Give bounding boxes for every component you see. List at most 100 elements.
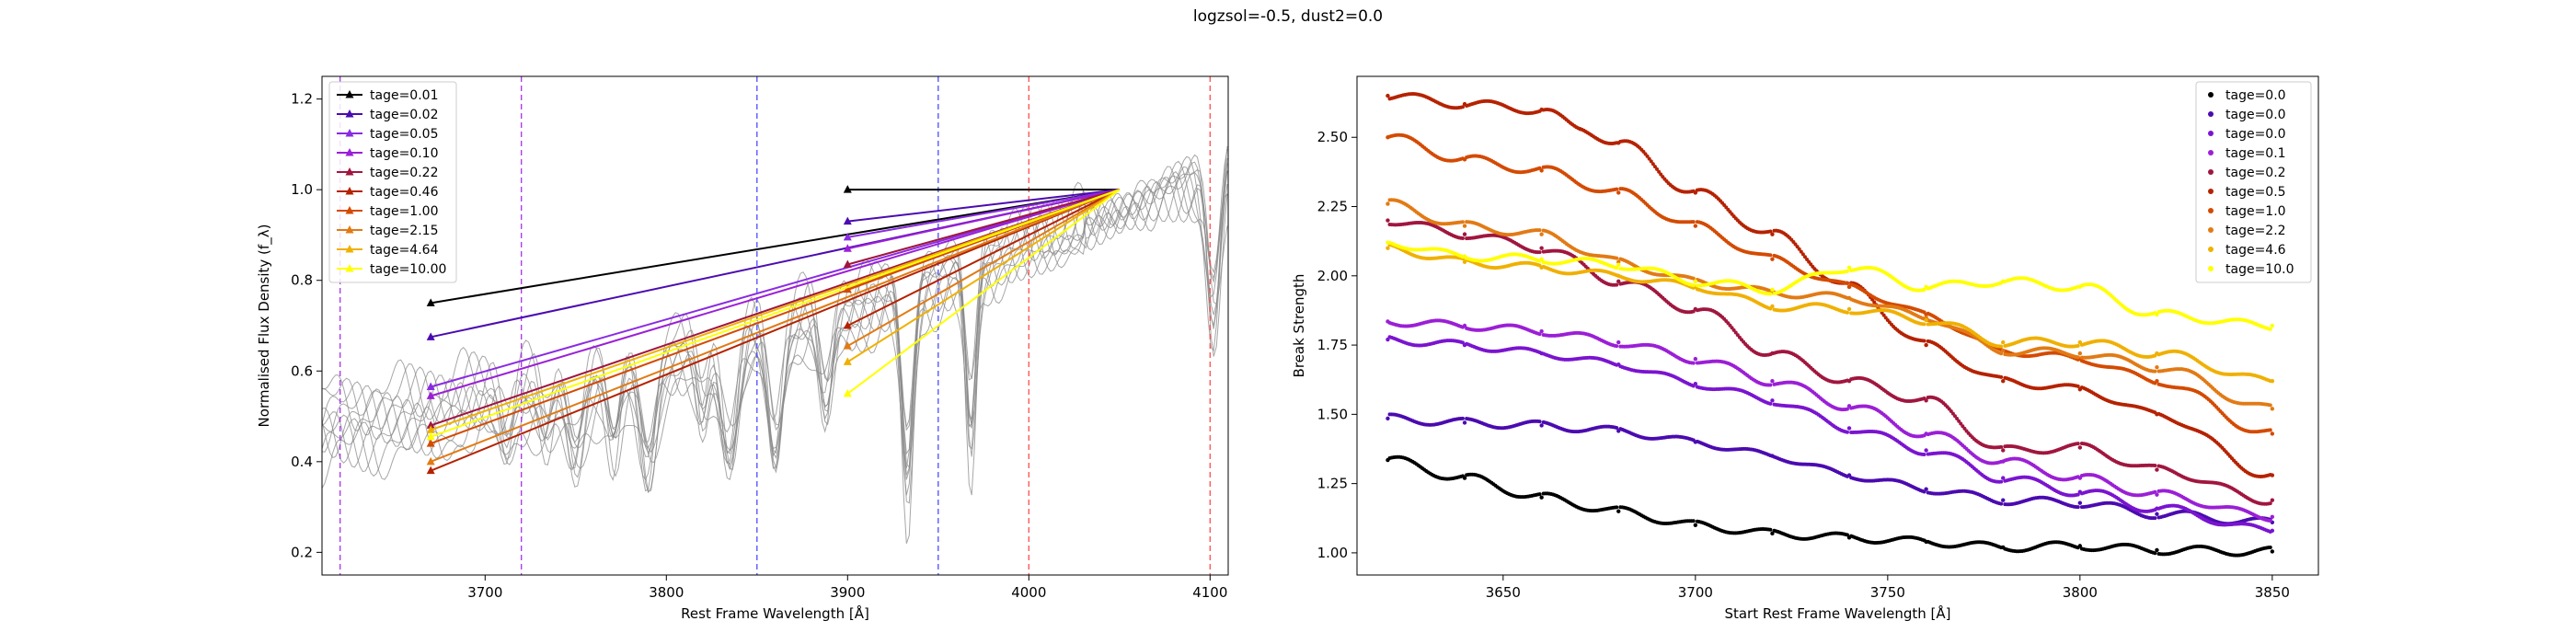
interp-point [1999,344,2004,349]
legend-label: tage=1.0 [2225,204,2286,219]
data-point [1693,356,1698,362]
interp-point [2153,508,2157,512]
interp-point [1845,269,1849,273]
series-tage=10.00 [426,189,1121,441]
data-point [1616,190,1621,195]
data-point [1846,426,1852,431]
left-plot-area [322,76,1228,575]
interp-point [1615,266,1619,270]
data-point [1386,416,1390,421]
interp-point [2153,353,2157,358]
data-point [1846,306,1852,312]
right-xlabel: Start Rest Frame Wavelength [Å] [1724,604,1950,622]
legend-marker [345,187,354,195]
data-point [2001,476,2006,480]
interp-point [1845,430,1849,434]
interp-point [2153,381,2157,385]
interp-point [1768,454,1773,458]
interp-point [1460,325,1465,329]
legend-label: tage=0.5 [2225,185,2286,200]
legend-label: tage=4.6 [2225,243,2286,258]
legend-box [328,81,457,283]
interp-point [1615,425,1619,430]
legend-marker [2208,150,2214,155]
interp-point [2153,516,2157,521]
legend-marker [2208,169,2214,175]
legend-label: tage=0.0 [2225,127,2286,142]
legend-label: tage=0.10 [370,146,438,161]
legend-marker [2208,189,2214,194]
model-spectrum [322,172,1228,477]
interp-point [1691,309,1696,314]
left-xtick-label: 3900 [830,584,865,601]
model-spectrum [322,154,1228,480]
interp-point [2076,384,2080,388]
data-point [2077,445,2083,450]
interp-point [2076,546,2080,550]
interp-point [1768,527,1773,532]
interp-point [1768,352,1773,357]
data-point [426,425,435,433]
data-point [1462,232,1467,236]
interp-point [1460,156,1465,161]
interp-point [1845,533,1849,537]
interp-point [1999,546,2004,550]
right-xtick-label: 3650 [1486,584,1521,601]
data-point [1462,224,1467,228]
interp-point [2268,379,2272,384]
data-point [426,391,435,399]
data-point [843,259,852,268]
data-point [843,232,852,241]
model-spectrum [322,155,1228,492]
legend-label: tage=0.22 [370,166,438,180]
interp-point [1537,332,1542,337]
left-ytick-label: 0.6 [291,362,313,379]
right-ylabel: Break Strength [1291,274,1307,378]
interp-point [2268,428,2272,432]
right-ytick-label: 1.75 [1317,337,1348,353]
interp-point [2076,284,2080,289]
data-point [2077,351,2083,356]
data-point [1462,420,1467,425]
figure-title: logzsol=-0.5, dust2=0.0 [1192,7,1384,26]
interp-point [1615,282,1619,287]
legend-label: tage=4.64 [370,243,439,258]
interp-point [1615,187,1619,191]
left-xtick-label: 4100 [1192,584,1227,601]
legend-marker [345,109,354,118]
interp-point [1999,444,2004,449]
series-tage=0.1 [1386,318,2275,523]
data-point [2270,407,2275,411]
interp-point [1845,282,1849,286]
interp-point [1922,538,1926,543]
data-point [426,431,435,441]
interp-point [1615,256,1619,260]
series-line [430,189,1121,397]
legend-marker [345,90,354,98]
interp-point [1922,322,1926,327]
series-line [430,189,1121,431]
interp-point [1999,281,2004,285]
series-tage=0.0 [1386,335,2275,534]
data-point [1770,531,1775,536]
series-tage=10.0 [1386,240,2275,331]
interp-point [1537,420,1542,424]
interp-point [1537,250,1542,255]
data-point [2270,549,2275,554]
interp-point [1460,474,1465,478]
interp-point [1845,295,1849,300]
data-point [2155,364,2159,370]
interp-point [1922,287,1926,292]
interp-point [1537,492,1542,497]
series-line [846,189,1121,363]
interp-point [1615,505,1619,510]
data-point [426,439,435,447]
interp-point [1537,350,1542,354]
legend-marker [345,225,354,234]
series-tage=4.64 [426,189,1121,433]
interp-point [1691,438,1696,443]
series-tage=4.6 [1386,243,2275,384]
series-tage=0.05 [426,189,1121,391]
interp-point [1999,459,2004,464]
